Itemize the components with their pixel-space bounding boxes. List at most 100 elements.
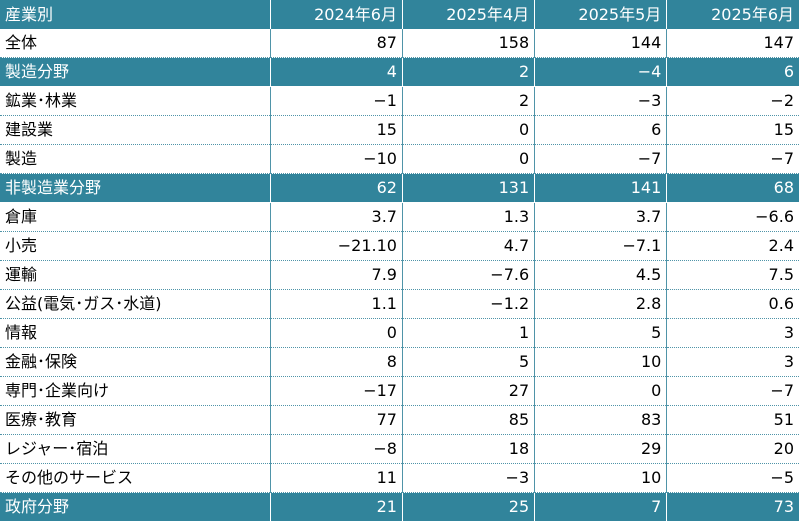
- industry-label: 製造分野: [0, 57, 271, 87]
- header-2025-06: 2025年6月: [666, 0, 799, 29]
- table-row: 鉱業･林業 −1 2 −3 −2: [0, 86, 799, 116]
- value-cell: 73: [666, 492, 799, 522]
- section-row: 製造分野 4 2 −4 6: [0, 57, 799, 87]
- value-cell: 25: [402, 492, 536, 522]
- value-cell: −4: [534, 57, 668, 87]
- value-cell: 0: [534, 376, 668, 406]
- industry-label: 小売: [0, 231, 271, 261]
- value-cell: 141: [534, 173, 668, 203]
- value-cell: 15: [666, 115, 799, 145]
- value-cell: 29: [534, 434, 668, 464]
- industry-label: 公益(電気･ガス･水道): [0, 289, 271, 319]
- value-cell: 7: [534, 492, 668, 522]
- industry-label: 運輸: [0, 260, 271, 290]
- value-cell: −17: [270, 376, 403, 406]
- value-cell: 27: [402, 376, 536, 406]
- header-industry: 産業別: [0, 0, 271, 29]
- value-cell: 20: [666, 434, 799, 464]
- value-cell: 144: [534, 29, 668, 58]
- value-cell: −10: [270, 144, 403, 174]
- value-cell: 3.7: [270, 202, 403, 232]
- value-cell: −1: [270, 86, 403, 116]
- value-cell: 7.9: [270, 260, 403, 290]
- value-cell: 15: [270, 115, 403, 145]
- header-2024-06: 2024年6月: [270, 0, 403, 29]
- value-cell: −6.6: [666, 202, 799, 232]
- header-2025-05: 2025年5月: [534, 0, 668, 29]
- table-body: 全体 87 158 144 147 製造分野 4 2 −4 6 鉱業･林業 −1 2 −3 −2 建設業 15 0…: [0, 29, 799, 522]
- value-cell: 51: [666, 405, 799, 435]
- industry-label: 医療･教育: [0, 405, 271, 435]
- value-cell: 4.5: [534, 260, 668, 290]
- table-header: 産業別 2024年6月 2025年4月 2025年5月 2025年6月: [0, 0, 799, 29]
- section-row: 非製造業分野 62 131 141 68: [0, 173, 799, 203]
- value-cell: 1.3: [402, 202, 536, 232]
- value-cell: 2.8: [534, 289, 668, 319]
- table-row: 金融･保険 8 5 10 3: [0, 347, 799, 377]
- value-cell: 158: [402, 29, 536, 58]
- industry-label: 全体: [0, 29, 271, 58]
- value-cell: 11: [270, 463, 403, 493]
- value-cell: 10: [534, 463, 668, 493]
- value-cell: −1.2: [402, 289, 536, 319]
- industry-label: 非製造業分野: [0, 173, 271, 203]
- value-cell: 0: [402, 115, 536, 145]
- value-cell: 62: [270, 173, 403, 203]
- table-row: 運輸 7.9 −7.6 4.5 7.5: [0, 260, 799, 290]
- table-row: レジャー･宿泊 −8 18 29 20: [0, 434, 799, 464]
- value-cell: 87: [270, 29, 403, 58]
- industry-label: その他のサービス: [0, 463, 271, 493]
- industry-label: 鉱業･林業: [0, 86, 271, 116]
- industry-label: 専門･企業向け: [0, 376, 271, 406]
- header-2025-04: 2025年4月: [402, 0, 536, 29]
- section-row: 政府分野 21 25 7 73: [0, 492, 799, 522]
- value-cell: 6: [534, 115, 668, 145]
- value-cell: 0: [270, 318, 403, 348]
- table-row: 専門･企業向け −17 27 0 −7: [0, 376, 799, 406]
- value-cell: 147: [666, 29, 799, 58]
- industry-label: 情報: [0, 318, 271, 348]
- table-row: 公益(電気･ガス･水道) 1.1 −1.2 2.8 0.6: [0, 289, 799, 319]
- table-row: 製造 −10 0 −7 −7: [0, 144, 799, 174]
- value-cell: 3.7: [534, 202, 668, 232]
- table-row: 建設業 15 0 6 15: [0, 115, 799, 145]
- table-row: 小売 −21.10 4.7 −7.1 2.4: [0, 231, 799, 261]
- industry-label: 製造: [0, 144, 271, 174]
- value-cell: 3: [666, 347, 799, 377]
- table-row: 情報 0 1 5 3: [0, 318, 799, 348]
- value-cell: 0.6: [666, 289, 799, 319]
- value-cell: −21.10: [270, 231, 403, 261]
- industry-label: 倉庫: [0, 202, 271, 232]
- value-cell: 85: [402, 405, 536, 435]
- industry-label: 金融･保険: [0, 347, 271, 377]
- value-cell: 4: [270, 57, 403, 87]
- value-cell: −7: [666, 376, 799, 406]
- value-cell: 6: [666, 57, 799, 87]
- value-cell: 2.4: [666, 231, 799, 261]
- table-row: 全体 87 158 144 147: [0, 29, 799, 58]
- table-row: 医療･教育 77 85 83 51: [0, 405, 799, 435]
- value-cell: −2: [666, 86, 799, 116]
- value-cell: 77: [270, 405, 403, 435]
- value-cell: 3: [666, 318, 799, 348]
- value-cell: −3: [402, 463, 536, 493]
- value-cell: 5: [534, 318, 668, 348]
- header-row: 産業別 2024年6月 2025年4月 2025年5月 2025年6月: [0, 0, 799, 29]
- value-cell: 83: [534, 405, 668, 435]
- value-cell: −7: [534, 144, 668, 174]
- value-cell: 5: [402, 347, 536, 377]
- value-cell: 1.1: [270, 289, 403, 319]
- value-cell: −7.1: [534, 231, 668, 261]
- value-cell: 1: [402, 318, 536, 348]
- value-cell: 10: [534, 347, 668, 377]
- value-cell: −3: [534, 86, 668, 116]
- table-row: 倉庫 3.7 1.3 3.7 −6.6: [0, 202, 799, 232]
- value-cell: 0: [402, 144, 536, 174]
- value-cell: −7.6: [402, 260, 536, 290]
- value-cell: 2: [402, 86, 536, 116]
- value-cell: 21: [270, 492, 403, 522]
- industry-label: 建設業: [0, 115, 271, 145]
- value-cell: 4.7: [402, 231, 536, 261]
- industry-label: レジャー･宿泊: [0, 434, 271, 464]
